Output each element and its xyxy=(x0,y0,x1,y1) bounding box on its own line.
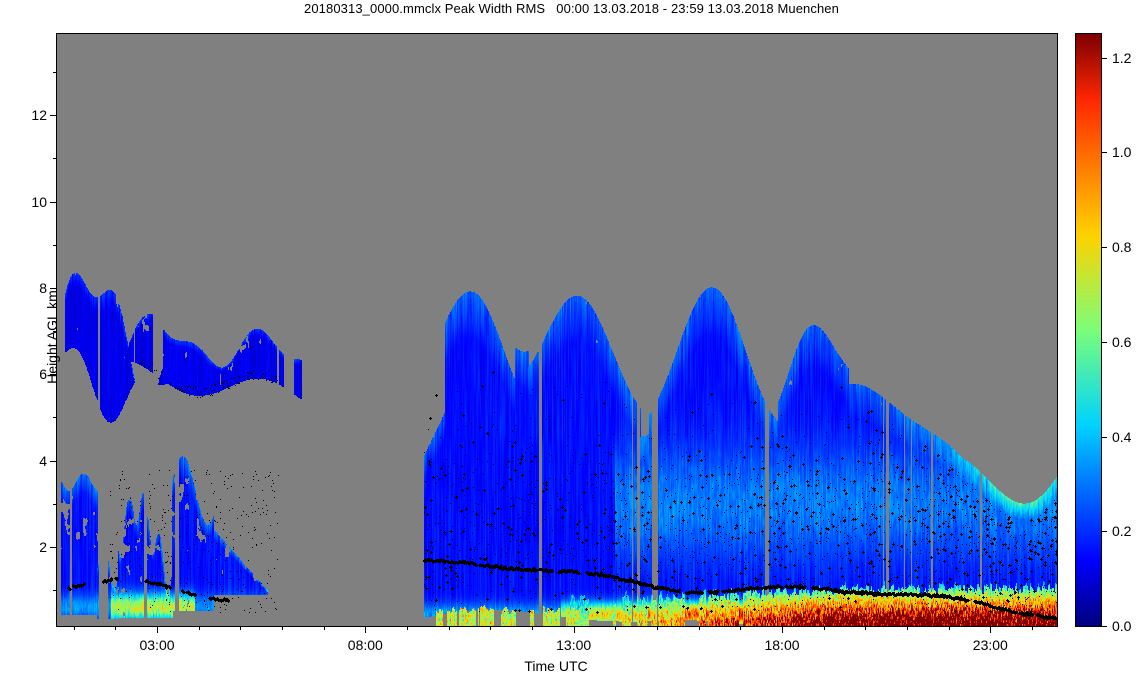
x-axis-tick xyxy=(365,626,367,633)
colorbar[interactable]: 0.0 0.2 0.4 0.6 0.8 1.0 1.2 xyxy=(1075,33,1131,633)
y-axis-minor-tick xyxy=(53,331,57,333)
colorbar-tick xyxy=(1101,341,1107,343)
colorbar-tick-label: 0.0 xyxy=(1112,618,1132,634)
y-axis-minor-tick xyxy=(53,590,57,592)
heatmap-canvas[interactable] xyxy=(57,34,1057,626)
x-axis-tick-label: 23:00 xyxy=(972,637,1008,653)
x-axis-tick-label: 13:00 xyxy=(556,637,592,653)
x-axis-minor-tick xyxy=(657,626,658,630)
colorbar-tick xyxy=(1101,531,1107,533)
page-title: 20180313_0000.mmclx Peak Width RMS 00:00… xyxy=(304,1,839,16)
x-axis-minor-tick xyxy=(823,626,825,630)
x-axis-tick xyxy=(782,626,783,633)
x-axis-minor-tick xyxy=(323,626,325,630)
colorbar-tick xyxy=(1101,152,1107,154)
x-axis-tick-label: 18:00 xyxy=(764,637,800,653)
x-axis-minor-tick xyxy=(865,626,867,630)
x-axis-title: Time UTC xyxy=(524,658,588,674)
colorbar-tick-label: 0.2 xyxy=(1112,523,1132,540)
colorbar-tick-label: 0.6 xyxy=(1112,333,1132,350)
x-axis-minor-tick xyxy=(490,626,492,630)
y-axis-tick xyxy=(50,374,57,376)
x-axis-minor-tick xyxy=(532,626,533,630)
x-axis-minor-tick xyxy=(240,626,242,630)
y-axis-tick xyxy=(50,546,57,548)
colorbar-tick xyxy=(1101,436,1107,438)
y-axis-minor-tick xyxy=(53,158,57,160)
y-axis-tick xyxy=(50,201,57,203)
y-axis-minor-tick xyxy=(53,244,57,246)
x-axis-tick xyxy=(573,626,575,633)
x-axis-minor-tick xyxy=(948,626,950,630)
y-axis-minor-tick xyxy=(53,71,57,73)
y-axis-tick xyxy=(50,460,57,462)
colorbar-tick-label: 1.2 xyxy=(1112,49,1132,66)
x-axis-minor-tick xyxy=(282,626,283,630)
x-axis-minor-tick xyxy=(1032,626,1033,630)
main-plot-area[interactable]: 2 4 6 8 10 12 03:00 08:00 13:00 18:00 23:00 xyxy=(31,33,1058,652)
x-axis-minor-tick xyxy=(73,626,75,630)
colorbar-tick xyxy=(1101,626,1107,627)
colorbar-gradient xyxy=(1076,34,1101,626)
y-axis-minor-tick xyxy=(53,417,57,419)
colorbar-tick xyxy=(1101,57,1107,59)
x-axis-minor-tick xyxy=(698,626,700,630)
x-axis-tick-label: 03:00 xyxy=(139,637,175,653)
y-axis-tick-label: 12 xyxy=(31,107,47,124)
y-axis-tick-label: 6 xyxy=(39,366,47,383)
x-axis-minor-tick xyxy=(740,626,742,630)
x-axis-tick xyxy=(990,626,992,633)
y-axis-tick-label: 8 xyxy=(39,279,47,296)
x-axis-tick xyxy=(157,626,158,633)
y-axis-tick-label: 10 xyxy=(31,193,47,210)
y-axis-minor-tick xyxy=(53,503,57,505)
y-axis-tick-label: 4 xyxy=(39,452,47,469)
x-axis-minor-tick xyxy=(407,626,408,630)
colorbar-tick-label: 0.8 xyxy=(1112,239,1132,256)
y-axis-tick xyxy=(50,287,57,289)
x-axis-minor-tick xyxy=(615,626,617,630)
x-axis-minor-tick xyxy=(907,626,908,630)
colorbar-tick-label: 0.4 xyxy=(1112,428,1132,445)
x-axis-tick-label: 08:00 xyxy=(347,637,383,653)
x-axis-minor-tick xyxy=(198,626,200,630)
y-axis-tick xyxy=(50,115,57,117)
y-axis-title: Height AGL km xyxy=(44,290,60,384)
y-axis-tick-label: 2 xyxy=(39,538,47,555)
colorbar-tick xyxy=(1101,247,1107,249)
x-axis-minor-tick xyxy=(448,626,450,630)
colorbar-tick-label: 1.0 xyxy=(1112,144,1132,161)
x-axis-minor-tick xyxy=(115,626,117,630)
